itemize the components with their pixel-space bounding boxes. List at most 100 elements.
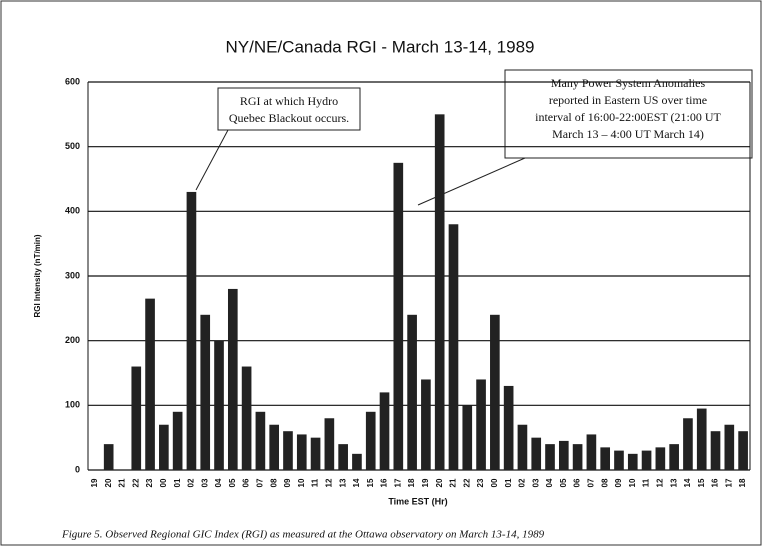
bar bbox=[241, 366, 252, 470]
annotation-text: March 13 – 4:00 UT March 14) bbox=[552, 127, 704, 141]
bar bbox=[531, 437, 542, 470]
bar bbox=[600, 447, 611, 470]
x-tick-label: 08 bbox=[269, 478, 278, 487]
x-tick-label: 15 bbox=[697, 478, 706, 487]
bar bbox=[545, 444, 555, 470]
x-axis-label: Time EST (Hr) bbox=[388, 496, 447, 506]
x-tick-label: 00 bbox=[159, 478, 168, 487]
x-tick-label: 11 bbox=[311, 478, 320, 487]
x-tick-label: 08 bbox=[600, 478, 609, 487]
bar bbox=[696, 408, 707, 470]
bar bbox=[669, 444, 679, 470]
bar bbox=[159, 424, 169, 470]
annotation-box bbox=[217, 87, 361, 131]
x-tick-label: 19 bbox=[90, 478, 99, 487]
bar bbox=[172, 411, 183, 470]
x-tick-label: 06 bbox=[242, 478, 251, 487]
y-tick-label: 300 bbox=[65, 270, 80, 280]
y-axis-label: RGI Intensity (nT/min) bbox=[33, 234, 42, 317]
bar bbox=[200, 314, 211, 470]
x-tick-label: 04 bbox=[545, 478, 554, 487]
x-tick-label: 10 bbox=[297, 478, 306, 487]
x-tick-label: 01 bbox=[173, 478, 182, 487]
x-tick-label: 13 bbox=[669, 478, 678, 487]
x-tick-label: 20 bbox=[435, 478, 444, 487]
bar bbox=[186, 191, 197, 470]
x-tick-label: 23 bbox=[145, 478, 154, 487]
x-tick-label: 23 bbox=[476, 478, 485, 487]
x-tick-label: 21 bbox=[118, 478, 127, 487]
bar bbox=[683, 418, 693, 470]
x-tick-label: 12 bbox=[655, 478, 664, 487]
y-tick-label: 200 bbox=[65, 335, 80, 345]
x-tick-label: 09 bbox=[614, 478, 623, 487]
x-tick-label: 22 bbox=[462, 478, 471, 487]
x-tick-label: 21 bbox=[449, 478, 458, 487]
x-tick-label: 22 bbox=[131, 478, 140, 487]
bar bbox=[503, 385, 514, 470]
x-tick-label: 07 bbox=[256, 478, 265, 487]
bar bbox=[365, 411, 376, 470]
y-tick-label: 500 bbox=[65, 141, 80, 151]
bar bbox=[393, 162, 404, 471]
bar bbox=[421, 379, 431, 470]
bar bbox=[338, 444, 348, 470]
x-tick-label: 04 bbox=[214, 478, 223, 487]
annotation-text: reported in Eastern US over time bbox=[549, 93, 707, 107]
bar bbox=[462, 405, 473, 470]
x-tick-label: 16 bbox=[380, 478, 389, 487]
x-tick-label: 19 bbox=[421, 478, 430, 487]
bar bbox=[227, 288, 238, 470]
chart-title: NY/NE/Canada RGI - March 13-14, 1989 bbox=[226, 37, 535, 56]
bar bbox=[655, 447, 666, 470]
frame bbox=[0, 0, 762, 546]
bar bbox=[434, 114, 445, 470]
x-tick-label: 02 bbox=[518, 478, 527, 487]
annotation-pointer bbox=[417, 157, 526, 206]
bar bbox=[738, 431, 748, 470]
bar bbox=[586, 434, 597, 470]
annotation-box bbox=[504, 69, 753, 159]
x-tick-label: 06 bbox=[573, 478, 582, 487]
bar bbox=[296, 434, 307, 470]
x-tick-label: 00 bbox=[490, 478, 499, 487]
bar bbox=[145, 298, 155, 470]
x-tick-label: 10 bbox=[628, 478, 637, 487]
annotation-text: Many Power System Anomalies bbox=[551, 76, 706, 90]
bar bbox=[310, 437, 321, 470]
bar bbox=[103, 444, 114, 470]
x-tick-label: 16 bbox=[711, 478, 720, 487]
bar bbox=[214, 340, 224, 470]
x-tick-label: 07 bbox=[587, 478, 596, 487]
x-tick-label: 18 bbox=[407, 478, 416, 487]
bar bbox=[517, 424, 528, 470]
bar bbox=[641, 450, 652, 470]
annotation-text: RGI at which Hydro bbox=[240, 94, 338, 108]
x-tick-label: 14 bbox=[683, 478, 692, 487]
bar bbox=[379, 392, 390, 470]
annotation-pointer bbox=[195, 129, 229, 191]
x-tick-label: 17 bbox=[393, 478, 402, 487]
x-tick-label: 17 bbox=[724, 478, 733, 487]
annotation-text: Quebec Blackout occurs. bbox=[229, 111, 349, 125]
bar bbox=[407, 314, 417, 470]
x-tick-label: 18 bbox=[738, 478, 747, 487]
y-tick-label: 400 bbox=[65, 206, 80, 216]
bar bbox=[614, 450, 624, 470]
bar bbox=[558, 440, 569, 470]
x-tick-label: 03 bbox=[531, 478, 540, 487]
bar bbox=[255, 411, 266, 470]
y-tick-label: 100 bbox=[65, 400, 80, 410]
x-tick-label: 02 bbox=[187, 478, 196, 487]
bar bbox=[269, 424, 280, 470]
bar bbox=[710, 431, 721, 470]
y-tick-label: 600 bbox=[65, 76, 80, 86]
annotation-text: interval of 16:00-22:00EST (21:00 UT bbox=[535, 110, 721, 124]
bar bbox=[724, 424, 735, 470]
bar bbox=[490, 314, 500, 470]
caption: Figure 5. Observed Regional GIC Index (R… bbox=[61, 529, 545, 541]
x-tick-label: 12 bbox=[324, 478, 333, 487]
x-tick-label: 13 bbox=[338, 478, 347, 487]
x-tick-label: 15 bbox=[366, 478, 375, 487]
